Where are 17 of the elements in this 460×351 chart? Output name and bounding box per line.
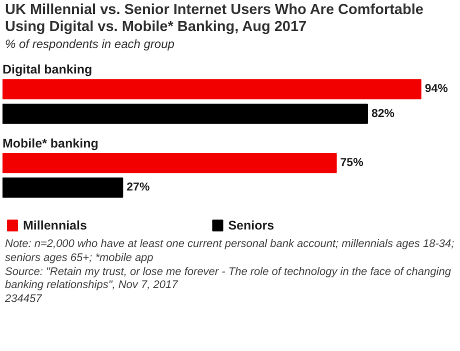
text: Note: n=2,000 who have at least one current personal bank account; millennials ages 18-34; seniors ages 65+; *mobile app [5,238,455,265]
y-tick-label: Digital banking [2,62,92,77]
bar [2,178,124,198]
chart-title: UK Millennial vs. Senior Internet Users Who Are Comfortable Using Digital vs. Mobile* Banking, Aug 2017 [5,2,424,36]
y-tick-label: Mobile* banking [2,136,98,151]
bar [2,80,422,100]
bar [2,153,337,174]
chart-subtitle: % of respondents in each group [5,36,174,54]
data-label: 94% [424,84,448,96]
data-label: 27% [126,182,150,194]
text: 234457 [5,293,42,306]
data-label: 75% [340,158,364,170]
bar [2,104,368,124]
legend-label: Seniors [228,218,274,233]
source-note: Source: "Retain my trust, or lose me forever - The role of technology in the face of changing banking relationships", Nov 7, 2017 [5,266,452,292]
legend-label: Millennials [23,218,87,233]
data-label: 82% [371,108,394,120]
